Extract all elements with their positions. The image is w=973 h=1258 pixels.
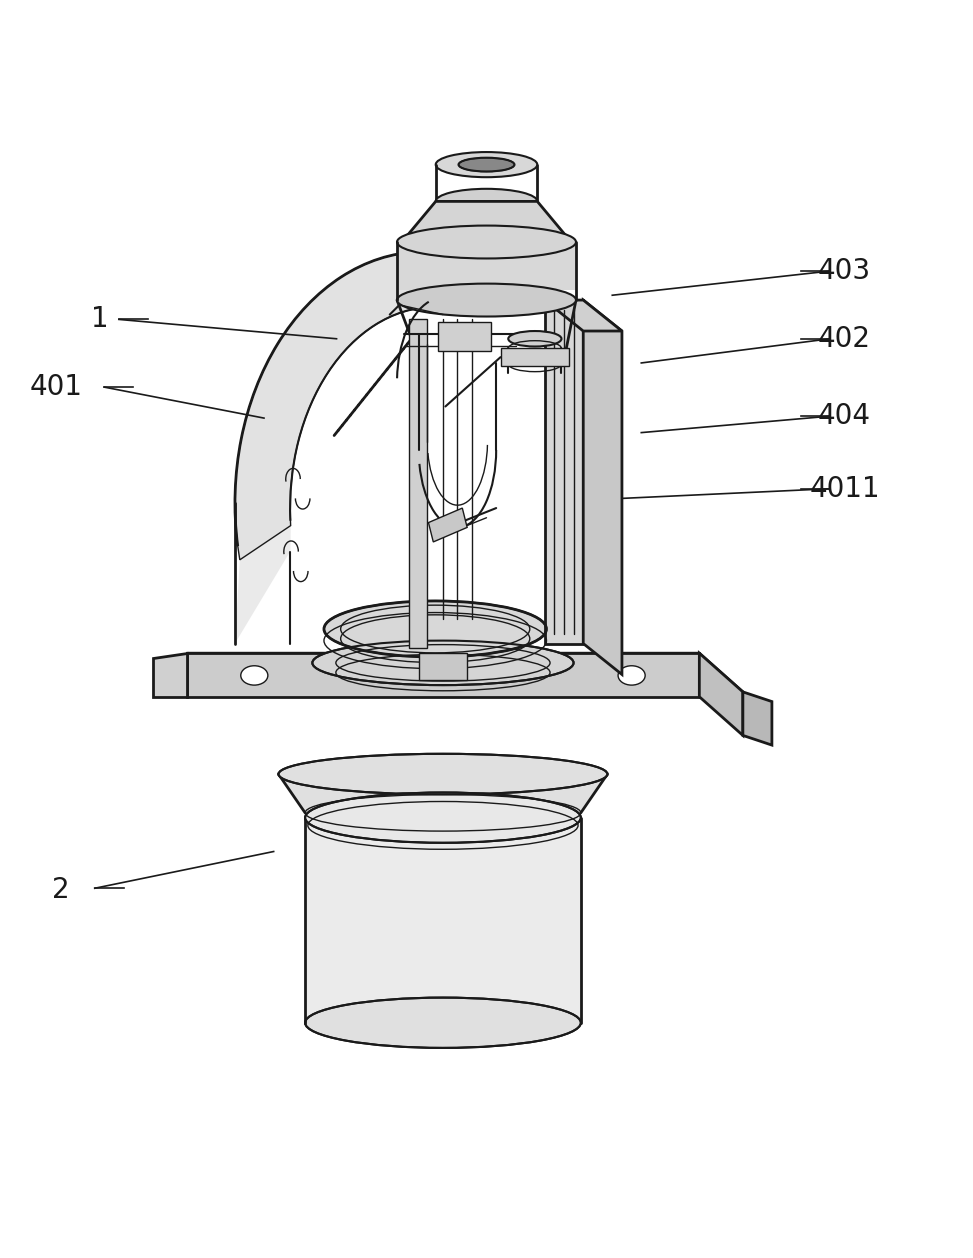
- Polygon shape: [700, 653, 742, 736]
- Text: 401: 401: [29, 374, 83, 401]
- Polygon shape: [418, 653, 467, 681]
- Ellipse shape: [458, 157, 515, 171]
- Polygon shape: [235, 252, 433, 560]
- Text: 402: 402: [818, 325, 871, 352]
- Polygon shape: [409, 320, 426, 648]
- Polygon shape: [306, 818, 581, 1023]
- Ellipse shape: [436, 189, 537, 214]
- Ellipse shape: [324, 601, 547, 657]
- Ellipse shape: [240, 665, 268, 686]
- Polygon shape: [428, 508, 467, 542]
- Polygon shape: [583, 301, 622, 674]
- Ellipse shape: [312, 640, 573, 686]
- Polygon shape: [187, 653, 700, 697]
- Ellipse shape: [306, 998, 581, 1048]
- Polygon shape: [500, 348, 569, 366]
- Polygon shape: [742, 692, 772, 745]
- Polygon shape: [545, 301, 622, 331]
- Text: 403: 403: [818, 257, 871, 286]
- Polygon shape: [234, 252, 433, 644]
- Ellipse shape: [306, 793, 581, 843]
- Polygon shape: [153, 653, 187, 697]
- Polygon shape: [397, 242, 576, 291]
- Ellipse shape: [436, 152, 537, 177]
- Ellipse shape: [278, 754, 607, 795]
- Text: 2: 2: [52, 877, 70, 905]
- Ellipse shape: [397, 225, 576, 258]
- Text: 4011: 4011: [810, 474, 880, 503]
- Text: 1: 1: [90, 306, 108, 333]
- Polygon shape: [402, 201, 571, 242]
- Polygon shape: [438, 322, 491, 351]
- Polygon shape: [545, 301, 583, 644]
- Ellipse shape: [402, 228, 571, 257]
- Polygon shape: [187, 653, 742, 692]
- Polygon shape: [278, 774, 607, 813]
- Ellipse shape: [397, 283, 576, 317]
- Text: 404: 404: [818, 403, 871, 430]
- Ellipse shape: [618, 665, 645, 686]
- Ellipse shape: [508, 331, 561, 346]
